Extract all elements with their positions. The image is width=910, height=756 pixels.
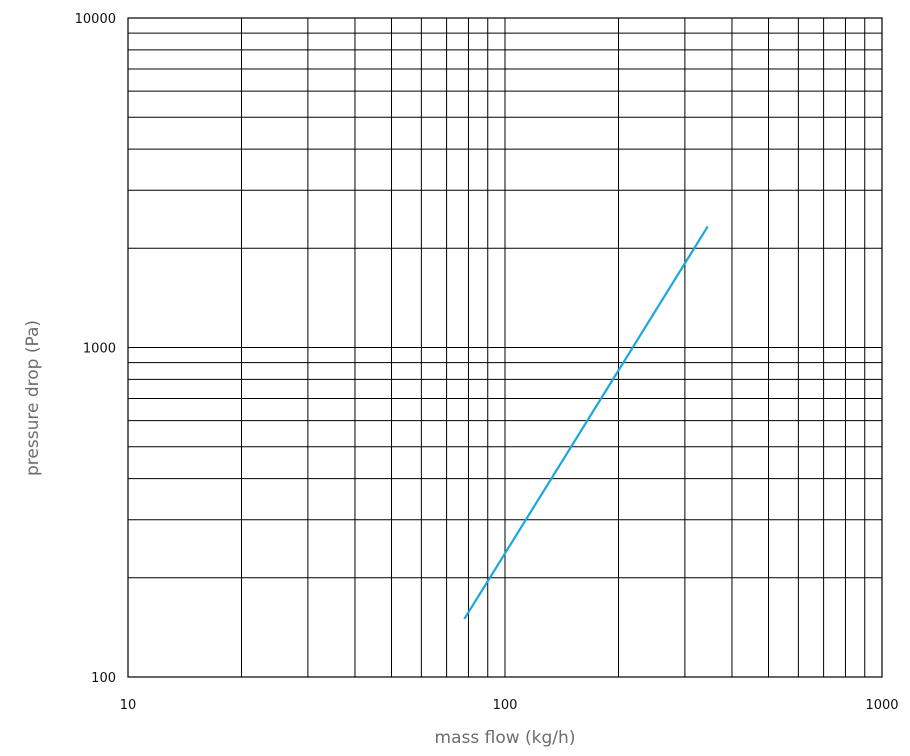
x-tick-label: 100: [493, 698, 518, 713]
series-layer: [463, 225, 709, 620]
y-axis-title: pressure drop (Pa): [23, 320, 43, 476]
y-tick-label: 1000: [83, 342, 116, 357]
grid: [127, 17, 883, 678]
y-tick-label: 10000: [75, 12, 116, 27]
series-line: [463, 225, 709, 620]
x-axis-title: mass flow (kg/h): [435, 728, 576, 748]
y-tick-labels: 100 1000 10000: [75, 12, 116, 686]
x-tick-label: 10: [120, 698, 137, 713]
plot-frame: [127, 17, 883, 678]
x-tick-label: 1000: [865, 698, 898, 713]
x-tick-labels: 10 100 1000: [120, 698, 899, 713]
y-tick-label: 100: [91, 671, 116, 686]
